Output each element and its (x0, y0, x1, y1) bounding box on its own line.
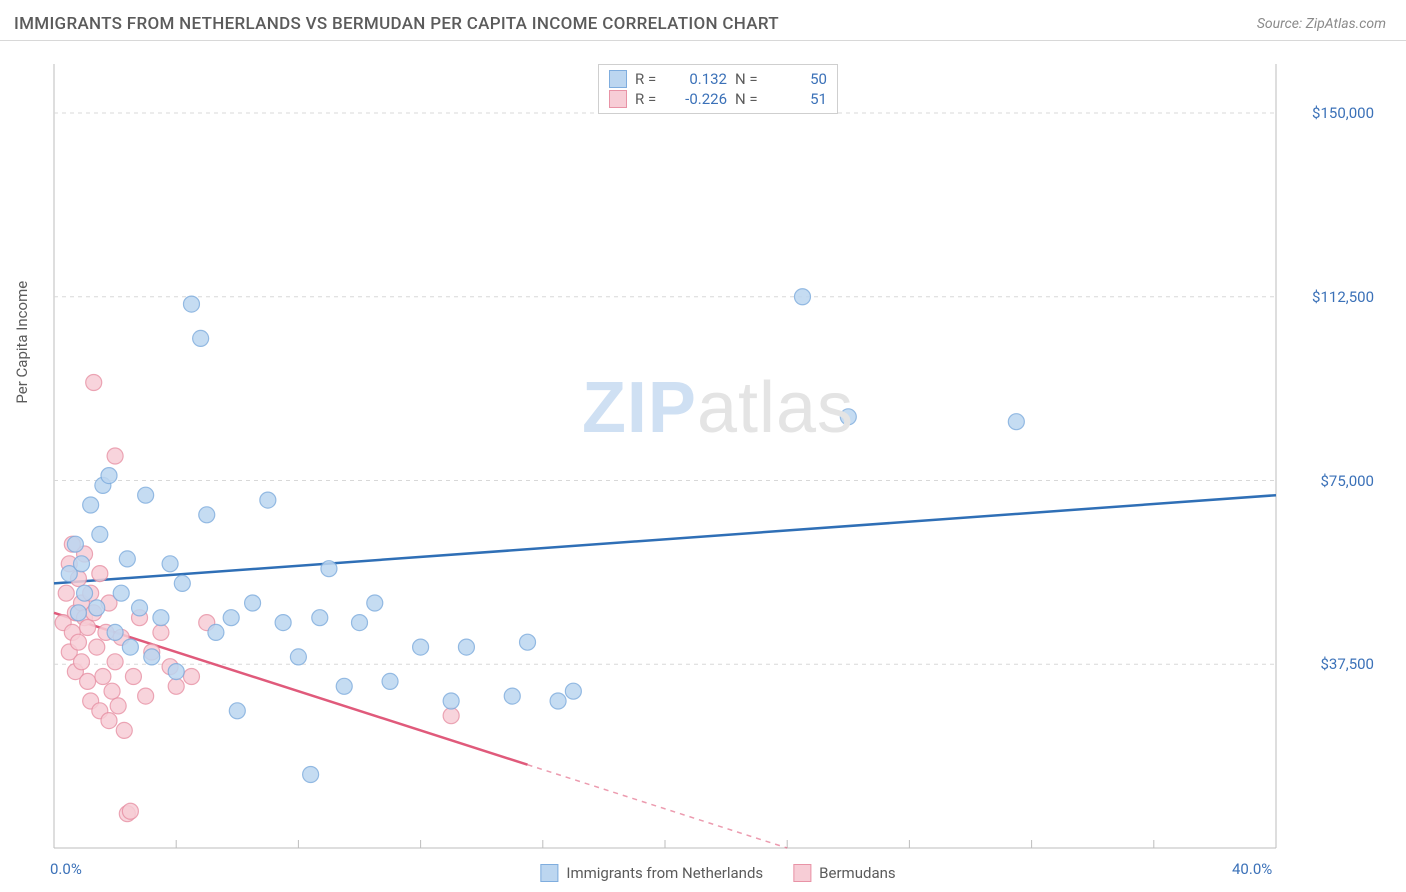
stat-n-label: N = (735, 90, 763, 108)
legend-item: Immigrants from Netherlands (540, 864, 763, 882)
y-tick-label: $37,500 (1320, 655, 1374, 673)
series-swatch (793, 864, 811, 882)
chart-header: IMMIGRANTS FROM NETHERLANDS VS BERMUDAN … (0, 0, 1406, 41)
chart-title: IMMIGRANTS FROM NETHERLANDS VS BERMUDAN … (14, 14, 779, 34)
series-swatch (609, 90, 627, 108)
stats-row: R = -0.226 N = 51 (609, 89, 827, 109)
stat-n-value: 50 (771, 70, 827, 88)
stat-r-label: R = (635, 70, 663, 88)
x-tick-label: 40.0% (1232, 860, 1272, 878)
stat-r-value: -0.226 (671, 90, 727, 108)
stats-row: R = 0.132 N = 50 (609, 69, 827, 89)
y-axis-title: Per Capita Income (13, 281, 31, 404)
y-tick-label: $150,000 (1312, 104, 1374, 122)
scatter-plot (50, 60, 1386, 852)
stat-r-label: R = (635, 90, 663, 108)
y-tick-label: $112,500 (1312, 288, 1374, 306)
series-swatch (609, 70, 627, 88)
chart-area: Per Capita Income ZIPatlas R =0.132N =50… (50, 60, 1386, 852)
stat-n-label: N = (735, 70, 763, 88)
legend-item: Bermudans (793, 864, 895, 882)
y-tick-label: $75,000 (1320, 472, 1374, 490)
series-legend: Immigrants from Netherlands Bermudans (540, 864, 895, 882)
legend-label: Bermudans (819, 864, 895, 882)
legend-label: Immigrants from Netherlands (566, 864, 763, 882)
stats-legend: R = 0.132 N = 50 R = -0.226 N = 51 (598, 64, 838, 114)
chart-source: Source: ZipAtlas.com (1257, 16, 1386, 32)
stat-r-value: 0.132 (671, 70, 727, 88)
series-swatch (540, 864, 558, 882)
stat-n-value: 51 (771, 90, 827, 108)
x-tick-label: 0.0% (50, 860, 82, 878)
